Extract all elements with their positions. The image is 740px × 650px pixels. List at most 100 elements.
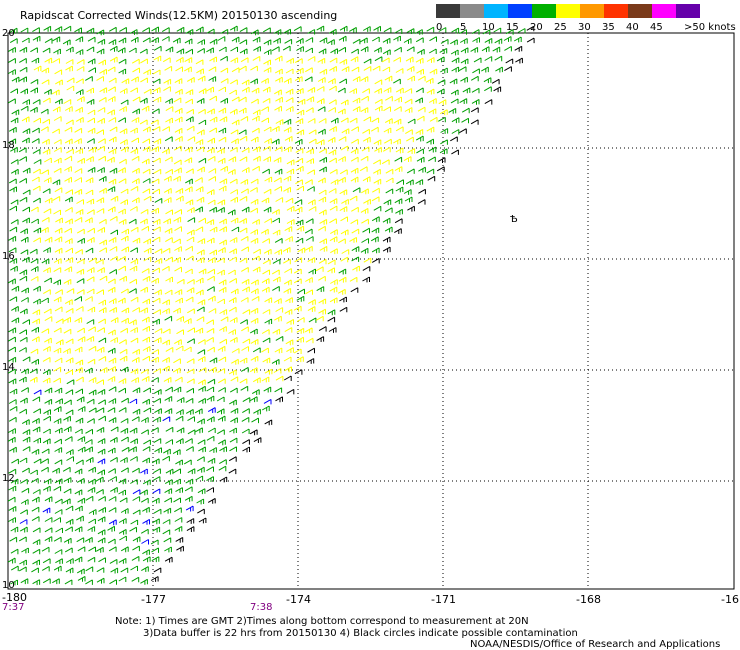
wind-barb (77, 497, 86, 504)
wind-barb (86, 98, 95, 105)
wind-barb (513, 36, 522, 43)
wind-barb (450, 49, 459, 56)
wind-barb (153, 397, 161, 404)
wind-barb (163, 218, 171, 225)
wind-barb (385, 168, 394, 175)
wind-barb (86, 156, 94, 162)
wind-barb (472, 37, 480, 43)
wind-barb (371, 36, 380, 42)
wind-barb (319, 238, 327, 245)
wind-barb (394, 96, 402, 103)
wind-barb (128, 319, 137, 326)
wind-barb (77, 336, 86, 343)
wind-barb (373, 139, 382, 146)
wind-barb (362, 136, 371, 143)
wind-barb (98, 155, 106, 162)
wind-barb (74, 127, 83, 134)
wind-barb (295, 165, 304, 172)
colorbar-swatch-9 (652, 4, 676, 18)
wind-barb (241, 206, 250, 213)
wind-barb (43, 25, 52, 32)
wind-barb (458, 66, 467, 72)
wind-barb (242, 408, 250, 414)
wind-barb (195, 427, 203, 434)
wind-barb (494, 55, 503, 62)
wind-barb (63, 415, 71, 422)
wind-barb (162, 299, 170, 306)
wind-barb (253, 45, 261, 52)
wind-barb (151, 277, 159, 284)
wind-barb (174, 507, 182, 513)
wind-barb (393, 78, 401, 85)
wind-barb (406, 46, 415, 52)
wind-barb (340, 216, 348, 222)
wind-barb (275, 197, 284, 203)
wind-barb (76, 268, 85, 275)
wind-barb (206, 86, 214, 93)
wind-barb (165, 168, 173, 175)
wind-barb (317, 128, 326, 135)
wind-barb (63, 99, 72, 105)
wind-barb (263, 59, 271, 66)
wind-barb (209, 206, 217, 213)
wind-barb (54, 438, 62, 445)
wind-barb (85, 177, 94, 184)
wind-barb (253, 437, 262, 443)
wind-barb (285, 68, 294, 74)
wind-barb (186, 278, 195, 285)
wind-barb (110, 255, 118, 262)
wind-barb (173, 238, 181, 244)
wind-barb (19, 329, 27, 335)
wind-barb (84, 439, 93, 445)
wind-barb (175, 487, 183, 493)
wind-barb (206, 219, 215, 225)
wind-barb (42, 485, 51, 492)
wind-barb (44, 527, 53, 533)
wind-barb (152, 157, 161, 164)
wind-barb (230, 46, 238, 52)
wind-barb (505, 58, 514, 64)
wind-barb (264, 176, 273, 183)
wind-barb (308, 299, 316, 305)
wind-barb (330, 117, 339, 124)
wind-barb (19, 336, 28, 343)
wind-barb (99, 239, 107, 246)
wind-barb (131, 356, 140, 363)
wind-barb (218, 465, 227, 472)
wind-barb (329, 297, 338, 304)
wind-barb (415, 87, 424, 93)
wind-barb (86, 398, 95, 405)
wind-barb (284, 327, 293, 333)
wind-barb (250, 237, 259, 244)
lon-label: -168 (576, 593, 601, 606)
wind-barb (29, 368, 38, 374)
wind-barb (283, 186, 291, 193)
wind-barb (53, 139, 62, 145)
wind-barb (329, 198, 338, 204)
wind-barb (186, 358, 195, 364)
wind-barb (184, 186, 193, 193)
wind-barb (274, 249, 282, 255)
wind-barb (176, 26, 185, 33)
wind-barb (271, 269, 280, 275)
wind-barb (383, 199, 392, 206)
wind-barb (251, 417, 259, 424)
wind-barb (328, 327, 337, 333)
wind-barb (405, 129, 413, 135)
wind-barb (41, 458, 49, 464)
wind-barb (75, 116, 84, 123)
wind-barb (161, 148, 170, 155)
wind-barb (132, 509, 141, 515)
wind-barb (373, 178, 382, 185)
wind-barb (98, 218, 107, 225)
wind-barb (329, 205, 338, 212)
wind-barb (219, 116, 228, 123)
wind-barb (459, 98, 468, 104)
wind-barb (95, 546, 104, 553)
wind-barb (195, 226, 204, 232)
wind-barb (10, 88, 18, 94)
wind-barb (174, 525, 183, 532)
wind-barb (77, 406, 86, 412)
wind-barb (151, 556, 160, 563)
wind-barb (460, 47, 469, 54)
